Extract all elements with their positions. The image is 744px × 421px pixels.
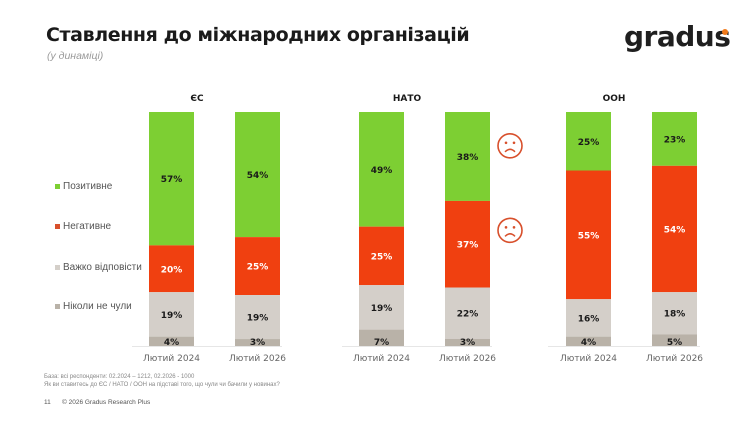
legend-item-hard-to-say: Важко відповісти [55,262,142,273]
data-label: 4% [581,338,596,348]
bar-segment-never-heard [149,336,194,346]
data-label: 19% [161,311,183,321]
legend-item-negative: Негативне [55,221,111,232]
legend-label: Позитивне [63,181,113,192]
data-label: 55% [578,231,600,241]
data-label: 49% [371,166,393,176]
legend-label: Важко відповісти [63,262,142,273]
group-title: ЄС [190,94,204,104]
data-label: 23% [664,135,686,145]
category-label: Лютий 2026 [439,354,496,364]
bar-segment-negative [149,245,194,293]
bar-segment-hard-to-say [445,287,490,339]
bar-segment-never-heard [359,329,404,346]
legend-item-never-heard: Ніколи не чули [55,301,132,312]
data-label: 7% [374,338,389,348]
legend-swatch-negative [55,224,60,229]
footnote-base: База: всі респонденти: 02.2024 – 1212, 0… [44,374,195,380]
logo-accent-dot [722,29,728,35]
data-label: 25% [578,138,600,148]
data-label: 57% [161,175,183,185]
copyright: © 2026 Gradus Research Plus [62,399,151,406]
bar-segment-positive [359,112,404,227]
sad-face-icon [497,132,523,159]
bar-segment-hard-to-say [652,292,697,335]
data-label: 19% [371,304,393,314]
bar-segment-never-heard [445,338,490,346]
data-label: 54% [664,226,686,236]
bar-segment-negative [359,226,404,286]
bar-segment-negative [566,170,611,300]
category-label: Лютий 2024 [353,354,410,364]
page-title: Ставлення до міжнародних організацій [46,24,470,46]
data-label: 54% [247,171,269,181]
data-label: 16% [578,314,600,324]
bar-segment-positive [235,112,280,238]
bar-segment-positive [149,112,194,246]
data-label: 5% [667,338,682,348]
data-label: 4% [164,338,179,348]
data-label: 25% [247,263,269,273]
legend-label: Негативне [63,221,112,232]
category-label: Лютий 2026 [646,354,703,364]
page-subtitle: (у динаміці) [47,50,104,62]
legend-swatch-hard-to-say [55,265,60,270]
data-label: 25% [371,252,393,262]
bar-segment-never-heard [566,336,611,346]
legend-label: Ніколи не чули [63,301,132,312]
group-title: ООН [603,94,626,104]
footnote-question: Як ви ставитесь до ЄС / НАТО / ООН на пі… [44,382,280,388]
data-label: 37% [457,241,479,251]
sad-face-icon [497,217,523,244]
legend-swatch-positive [55,184,60,189]
page-number: 11 [44,399,51,406]
gradus-logo: gradus [624,20,731,53]
legend-swatch-never-heard [55,304,60,309]
bar-segment-hard-to-say [566,299,611,337]
data-label: 20% [161,265,183,275]
bar-segment-positive [445,112,490,201]
bar-segment-negative [652,165,697,293]
bar-segment-hard-to-say [359,285,404,330]
bar-segment-positive [566,112,611,171]
category-label: Лютий 2024 [143,354,200,364]
data-label: 3% [250,338,265,348]
legend-item-positive: Позитивне [55,181,112,192]
bar-segment-never-heard [652,334,697,346]
group-title: НАТО [393,94,422,104]
data-label: 22% [457,310,479,320]
bar-segment-hard-to-say [149,292,194,337]
bar-segment-negative [235,237,280,296]
data-label: 3% [460,338,475,348]
bar-segment-hard-to-say [235,295,280,340]
data-label: 38% [457,153,479,163]
data-label: 18% [664,310,686,320]
bar-segment-positive [652,112,697,166]
category-label: Лютий 2026 [229,354,286,364]
bar-segment-never-heard [235,339,280,346]
bar-segment-negative [445,200,490,288]
data-label: 19% [247,314,269,324]
category-label: Лютий 2024 [560,354,617,364]
